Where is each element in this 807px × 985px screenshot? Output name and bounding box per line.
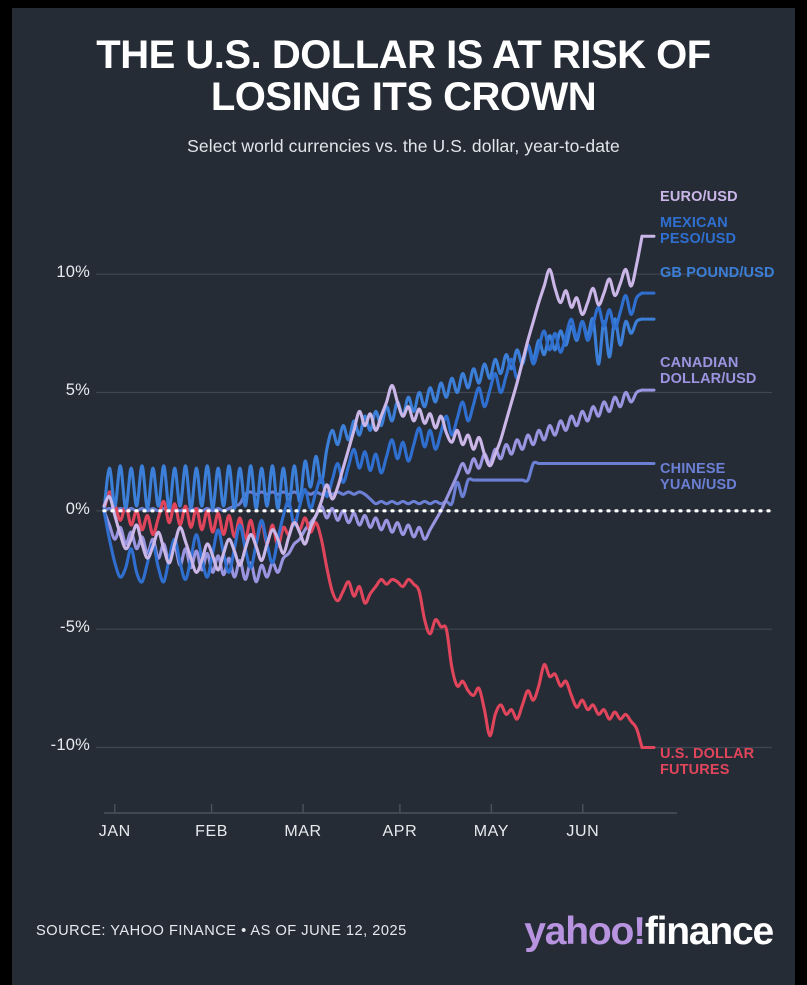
series-label-chinese-yuan-usd: CHINESE YUAN/USD (660, 460, 737, 494)
logo-brand: yahoo! (524, 910, 646, 953)
title-line-1: THE U.S. DOLLAR IS AT RISK OF (96, 33, 711, 77)
title-line-2: LOSING ITS CROWN (210, 75, 597, 120)
logo-product: finance (644, 910, 774, 953)
source-note: SOURCE: YAHOO FINANCE • AS OF JUNE 12, 2… (36, 923, 407, 939)
x-axis-tick-label: FEB (195, 822, 229, 840)
series-label-gb-pound-usd: GB POUND/USD (660, 264, 775, 281)
series-label-mexican-peso-usd: MEXICAN PESO/USD (660, 214, 737, 248)
footer: SOURCE: YAHOO FINANCE • AS OF JUNE 12, 2… (12, 897, 795, 985)
subtitle: Select world currencies vs. the U.S. dol… (187, 135, 620, 156)
page-title: THE U.S. DOLLAR IS AT RISK OF LOSING ITS … (54, 34, 754, 119)
series-line-u-s-dollar-futures (102, 490, 644, 749)
series-line-euro-usd (102, 234, 644, 574)
x-axis-tick-label: MAY (473, 822, 509, 840)
series-line-canadian-dollar-usd (102, 388, 644, 584)
chart-area: 10% 5% 0% -5% -10% JAN FEB MAR APR MAY JUN EURO/US… (12, 173, 795, 863)
y-axis-tick-label: -10% (50, 736, 90, 755)
x-axis-tick-label: JUN (566, 822, 600, 840)
x-axis-tick-label: APR (382, 822, 418, 840)
header: THE U.S. DOLLAR IS AT RISK OF LOSING ITS … (12, 8, 795, 157)
x-axis-tick-label: JAN (98, 822, 131, 840)
series-label-canadian-dollar-usd: CANADIAN DOLLAR/USD (660, 354, 757, 388)
x-axis-tick-label: MAR (284, 822, 322, 840)
series-label-u-s-dollar-futures: U.S. DOLLAR FUTURES (660, 745, 755, 779)
yahoo-finance-logo: yahoo!finance (524, 910, 774, 954)
series-label-euro-usd: EURO/USD (660, 188, 738, 205)
line-chart-svg (96, 234, 774, 814)
y-axis-tick-label: 0% (65, 499, 90, 518)
y-axis-tick-label: -5% (60, 617, 90, 636)
y-axis-tick-label: 10% (56, 262, 90, 281)
y-axis-tick-label: 5% (65, 381, 90, 400)
series-line-mexican-peso-usd (102, 291, 644, 584)
infographic-card: THE U.S. DOLLAR IS AT RISK OF LOSING ITS … (12, 8, 795, 985)
